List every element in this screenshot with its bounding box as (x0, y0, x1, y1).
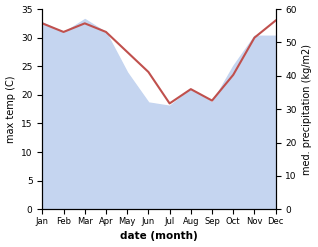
Y-axis label: max temp (C): max temp (C) (5, 75, 16, 143)
X-axis label: date (month): date (month) (120, 231, 198, 242)
Y-axis label: med. precipitation (kg/m2): med. precipitation (kg/m2) (302, 44, 313, 175)
